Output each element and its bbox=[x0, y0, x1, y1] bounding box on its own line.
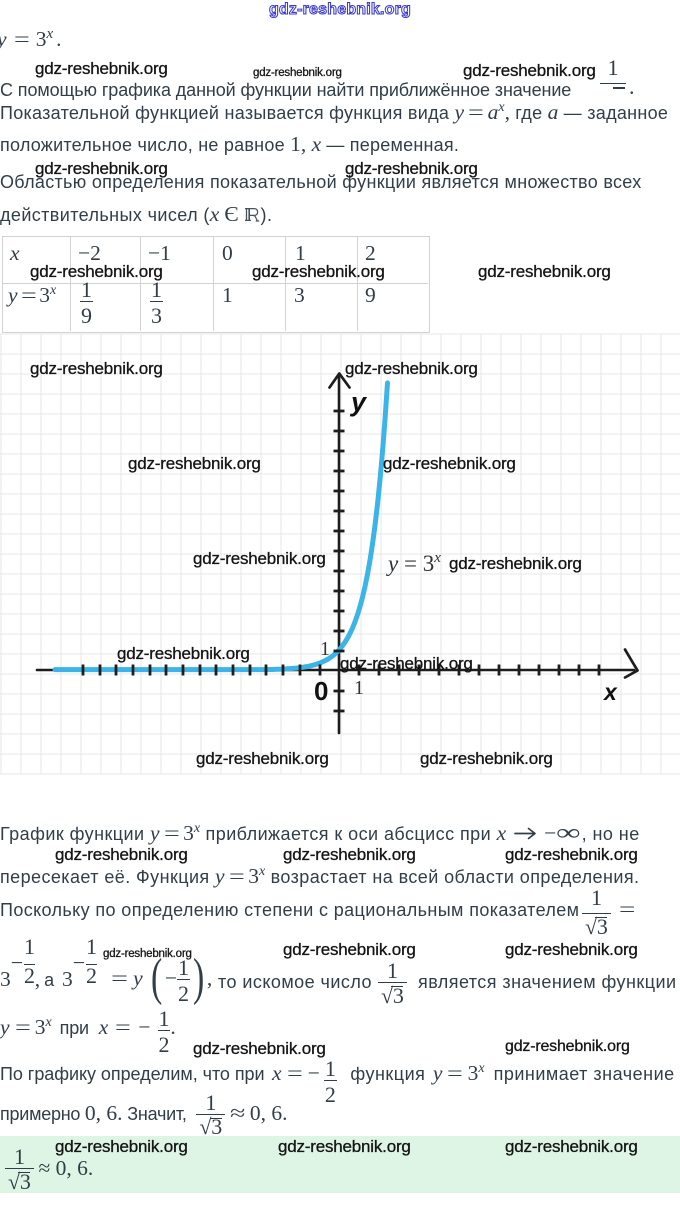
svg-text:gdz-reshebnik.org: gdz-reshebnik.org bbox=[196, 749, 329, 768]
svg-text:0: 0 bbox=[314, 676, 328, 706]
svg-text:gdz-reshebnik.org: gdz-reshebnik.org bbox=[345, 359, 478, 378]
svg-text:y: y bbox=[349, 387, 368, 417]
svg-text:gdz-reshebnik.org: gdz-reshebnik.org bbox=[449, 554, 582, 573]
svg-text:gdz-reshebnik.org: gdz-reshebnik.org bbox=[383, 454, 516, 473]
svg-text:gdz-reshebnik.org: gdz-reshebnik.org bbox=[340, 654, 473, 673]
svg-text:gdz-reshebnik.org: gdz-reshebnik.org bbox=[420, 749, 553, 768]
svg-text:1: 1 bbox=[354, 677, 364, 699]
svg-text:y = 3x: y = 3x bbox=[386, 550, 441, 576]
svg-text:1: 1 bbox=[320, 638, 330, 660]
svg-text:gdz-reshebnik.org: gdz-reshebnik.org bbox=[128, 454, 261, 473]
svg-text:gdz-reshebnik.org: gdz-reshebnik.org bbox=[193, 549, 326, 568]
svg-text:x: x bbox=[602, 679, 618, 705]
svg-text:gdz-reshebnik.org: gdz-reshebnik.org bbox=[117, 644, 250, 663]
svg-text:gdz-reshebnik.org: gdz-reshebnik.org bbox=[30, 359, 163, 378]
